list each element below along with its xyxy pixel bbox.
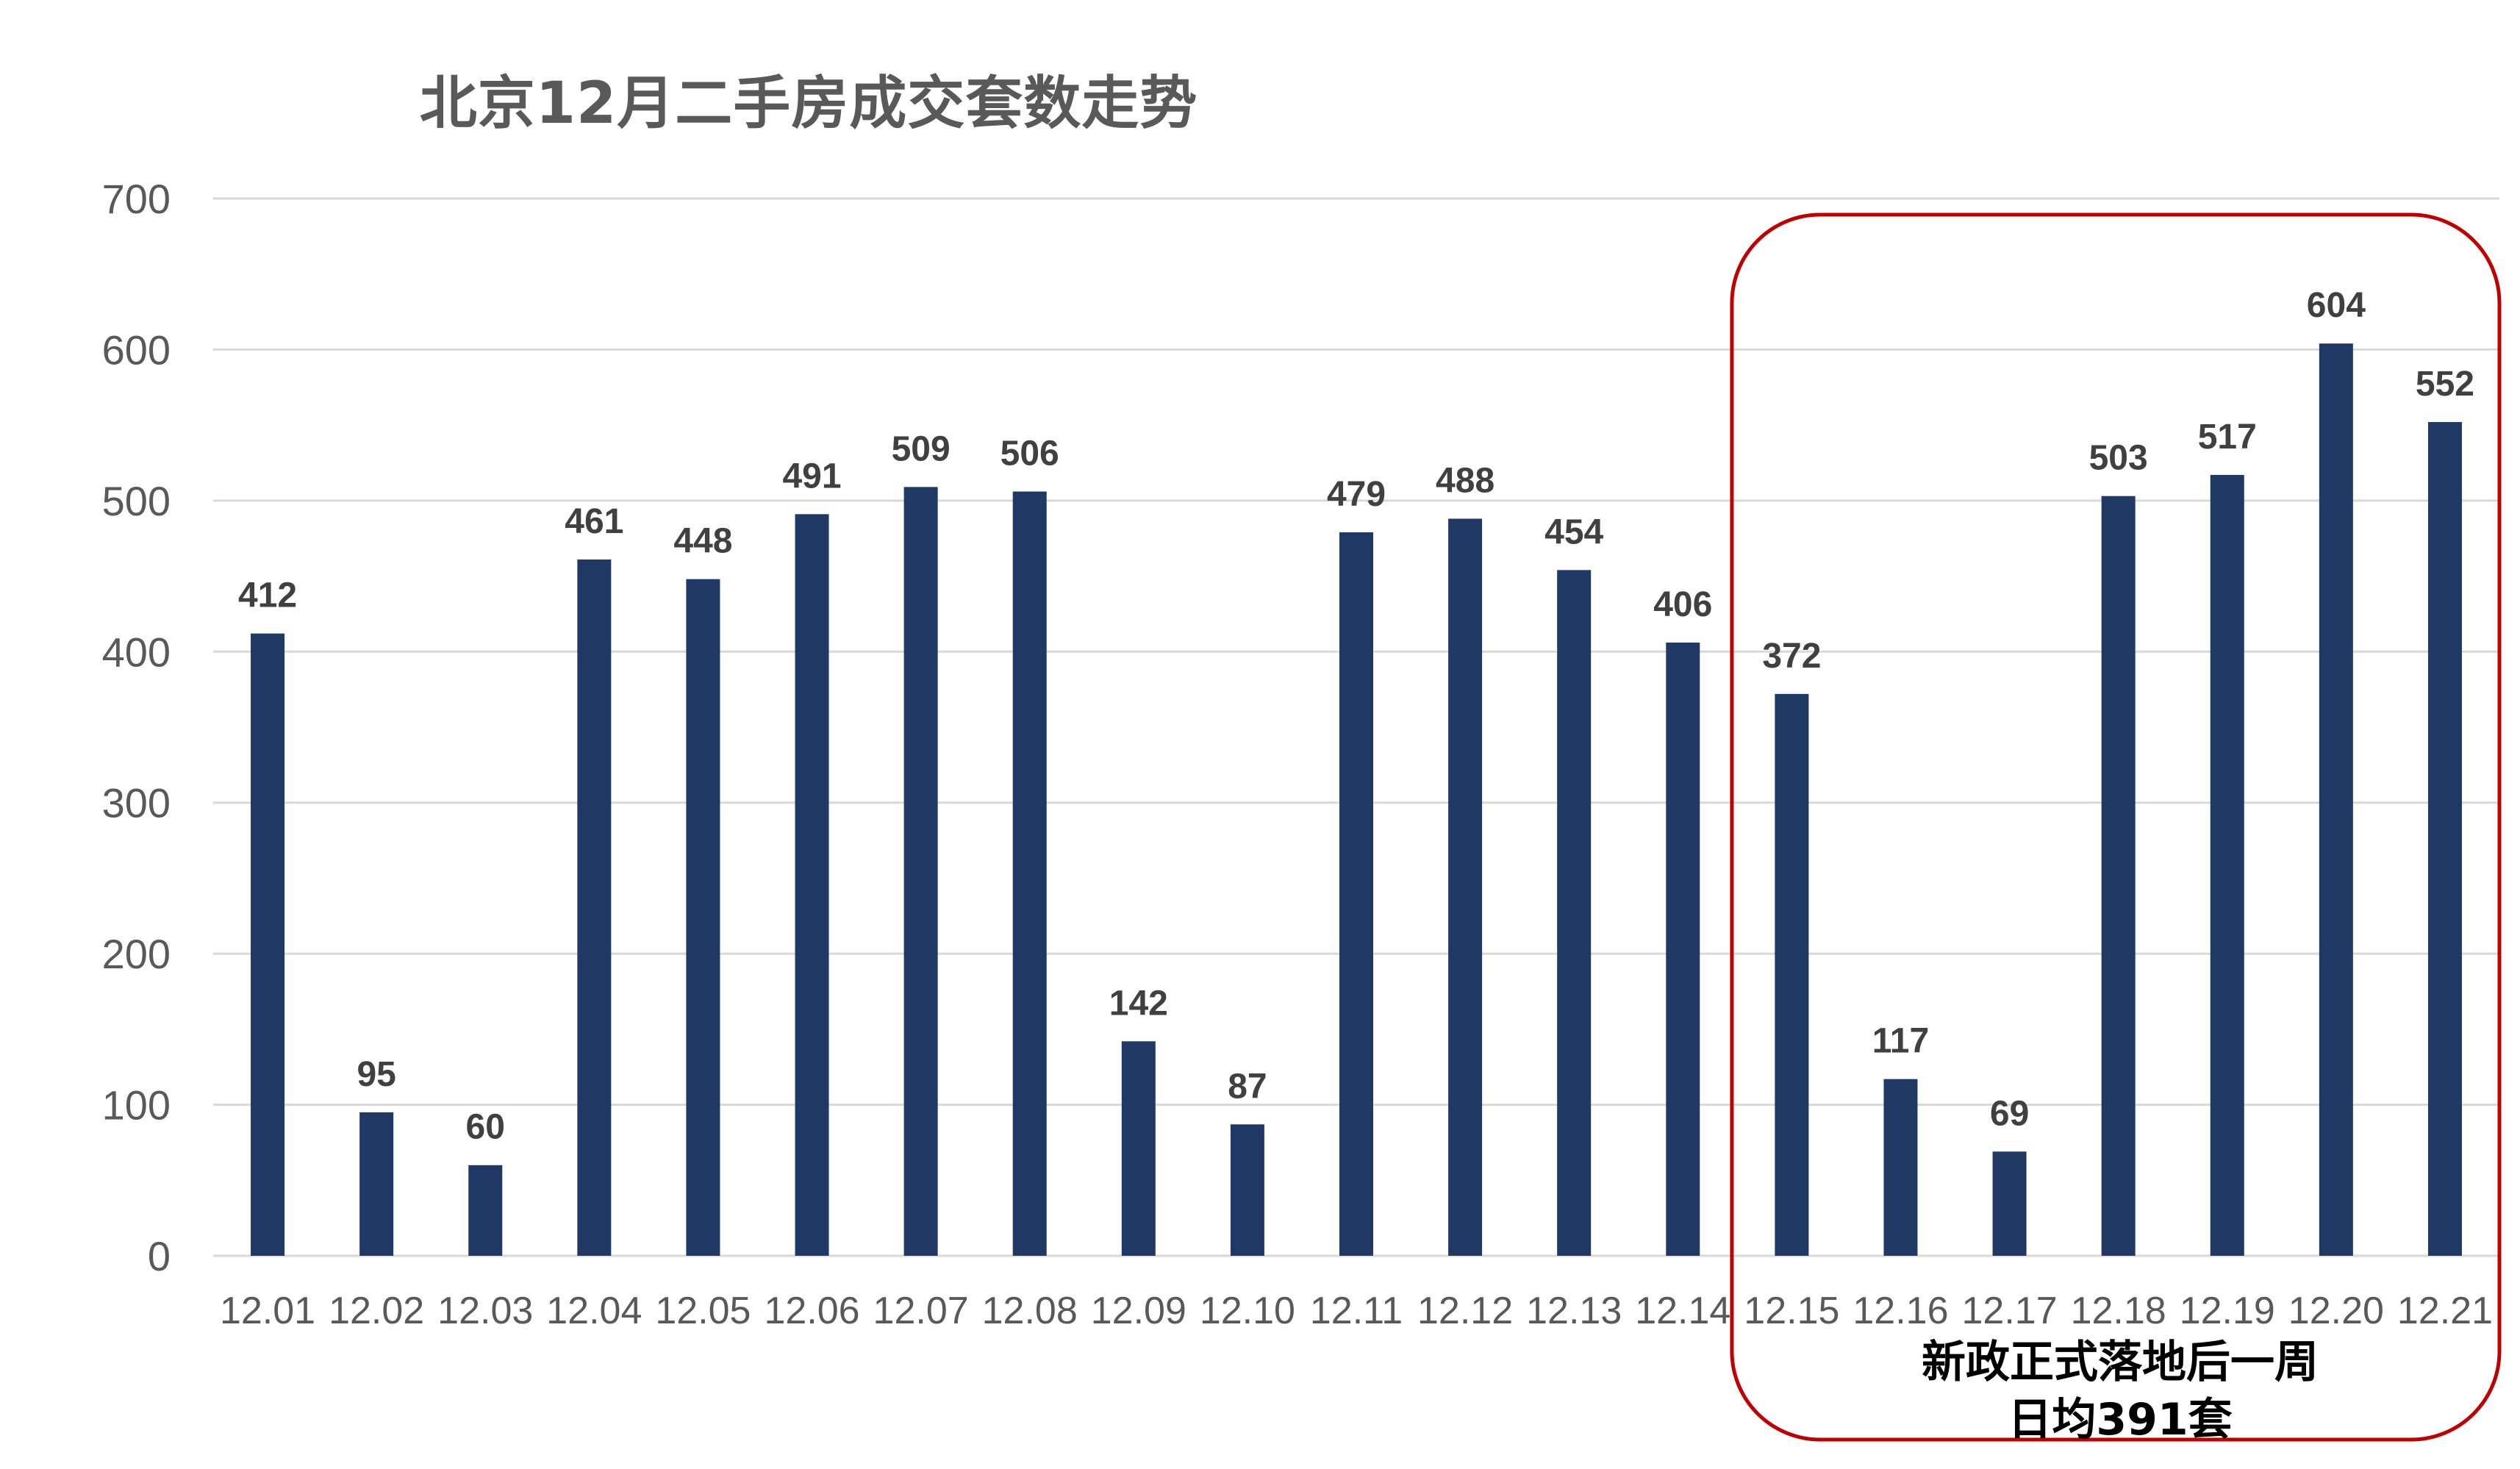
bar (1448, 518, 1483, 1256)
bar (251, 633, 285, 1256)
x-tick-label: 12.10 (1200, 1290, 1295, 1332)
data-label: 95 (357, 1055, 395, 1094)
bar (903, 487, 938, 1256)
data-label: 87 (1228, 1067, 1267, 1106)
data-label: 503 (2089, 439, 2148, 478)
x-tick-label: 12.17 (1962, 1290, 2058, 1332)
annotation-text-line-2: 日均391套 (2008, 1394, 2233, 1445)
annotation-text-line-1: 新政正式落地后一周 (1922, 1337, 2319, 1388)
x-tick-label: 12.03 (437, 1290, 533, 1332)
bar (2427, 422, 2462, 1256)
bar (1775, 693, 1809, 1256)
data-label: 448 (673, 522, 732, 561)
data-label: 412 (238, 576, 297, 615)
data-label: 372 (1762, 637, 1821, 676)
x-axis-ticks: 12.01 12.02 12.03 12.04 12.05 12.06 12.07 12.08… (220, 1290, 2493, 1332)
bar (2210, 474, 2244, 1256)
data-label: 509 (892, 429, 951, 468)
x-tick-label: 12.05 (655, 1290, 751, 1332)
x-tick-label: 12.15 (1744, 1290, 1839, 1332)
x-tick-label: 12.20 (2288, 1290, 2384, 1332)
data-label: 454 (1544, 512, 1603, 551)
bar (468, 1165, 503, 1256)
bar (1992, 1151, 2027, 1256)
annotation-box (1730, 212, 2502, 1442)
bar (577, 559, 612, 1256)
x-tick-label: 12.09 (1091, 1290, 1186, 1332)
x-tick-label: 12.11 (1310, 1290, 1403, 1332)
data-label: 406 (1653, 585, 1712, 624)
bar (1557, 570, 1592, 1256)
y-tick-label: 0 (148, 1233, 171, 1279)
data-label: 69 (1990, 1094, 2029, 1133)
x-tick-label: 12.19 (2180, 1290, 2275, 1332)
data-label: 479 (1327, 475, 1386, 514)
bar (795, 514, 829, 1256)
y-tick-label: 700 (102, 176, 171, 222)
bars (251, 343, 2462, 1256)
bar (1121, 1041, 1156, 1256)
x-tick-label: 12.07 (873, 1290, 969, 1332)
x-tick-label: 12.01 (220, 1290, 315, 1332)
y-axis-ticks: 0 100 200 300 400 500 600 700 (102, 176, 171, 1279)
data-label: 117 (1872, 1022, 1929, 1061)
x-tick-label: 12.21 (2397, 1290, 2493, 1332)
x-tick-label: 12.12 (1417, 1290, 1513, 1332)
bar (1230, 1124, 1264, 1256)
y-tick-label: 100 (102, 1082, 171, 1129)
x-tick-label: 12.08 (982, 1290, 1078, 1332)
data-label: 506 (1001, 435, 1059, 473)
bar (2101, 496, 2136, 1256)
y-tick-label: 600 (102, 326, 171, 373)
x-tick-label: 12.16 (1853, 1290, 1948, 1332)
y-tick-label: 400 (102, 629, 171, 675)
data-label: 552 (2416, 365, 2474, 404)
data-label: 517 (2198, 418, 2257, 457)
x-tick-label: 12.18 (2071, 1290, 2166, 1332)
bar (1339, 532, 1373, 1256)
y-tick-label: 200 (102, 931, 171, 977)
bar (1012, 491, 1047, 1256)
data-label: 491 (782, 457, 841, 496)
bar (1883, 1079, 1918, 1256)
x-tick-label: 12.04 (546, 1290, 642, 1332)
bar (359, 1112, 394, 1256)
data-labels: 412 95 60 461 448 491 509 506 142 87 479 488 454 406 3… (238, 286, 2474, 1147)
data-label: 60 (466, 1108, 505, 1147)
bar (686, 579, 720, 1256)
x-tick-label: 12.02 (329, 1290, 424, 1332)
y-tick-label: 300 (102, 780, 171, 826)
y-tick-label: 500 (102, 478, 171, 524)
x-tick-label: 12.13 (1526, 1290, 1622, 1332)
bar (2319, 343, 2353, 1256)
data-label: 142 (1109, 984, 1168, 1023)
data-label: 488 (1436, 462, 1495, 501)
chart-title: 北京12月二手房成交套数走势 (419, 71, 1198, 137)
data-label: 461 (565, 502, 623, 541)
x-tick-label: 12.06 (764, 1290, 859, 1332)
bar (1666, 642, 1700, 1256)
x-tick-label: 12.14 (1635, 1290, 1730, 1332)
data-label: 604 (2307, 286, 2366, 325)
